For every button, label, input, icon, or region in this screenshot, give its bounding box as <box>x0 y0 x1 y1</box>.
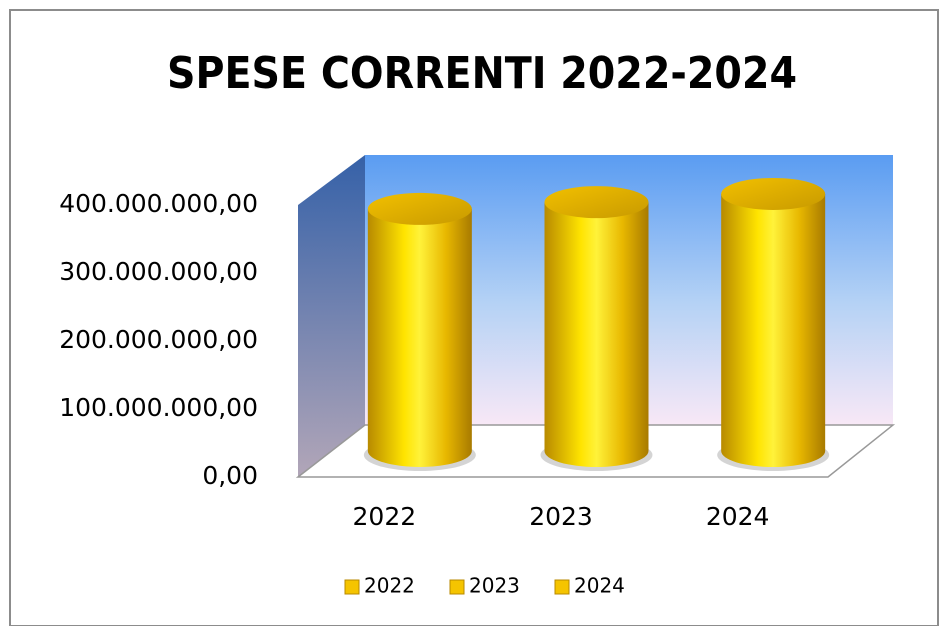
legend-label: 2024 <box>574 574 625 598</box>
bar-top <box>544 186 649 219</box>
legend-swatch <box>449 579 465 595</box>
y-tick-label: 400.000.000,00 <box>59 189 258 218</box>
bar-top <box>721 177 826 210</box>
side-wall <box>298 155 365 477</box>
bar <box>544 202 649 467</box>
legend-swatch <box>554 579 570 595</box>
y-tick-label: 100.000.000,00 <box>59 393 258 422</box>
x-tick-label: 2022 <box>353 502 417 531</box>
legend-label: 2023 <box>469 574 520 598</box>
y-tick-label: 200.000.000,00 <box>59 325 258 354</box>
y-tick-label: 300.000.000,00 <box>59 257 258 286</box>
y-tick-label: 0,00 <box>202 461 258 490</box>
bar <box>367 208 472 467</box>
x-tick-label: 2024 <box>706 502 770 531</box>
chart-title: SPESE CORRENTI 2022-2024 <box>167 48 797 99</box>
legend-label: 2022 <box>364 574 415 598</box>
bar-top <box>367 192 472 225</box>
bar <box>721 193 826 467</box>
legend-swatch <box>344 579 360 595</box>
x-tick-label: 2023 <box>529 502 593 531</box>
